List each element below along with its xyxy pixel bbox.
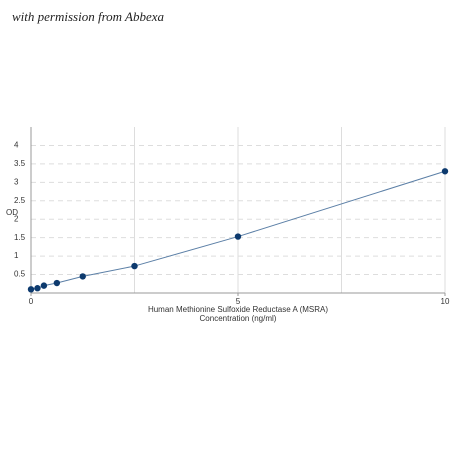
data-point	[27, 286, 35, 293]
x-tick-label: 0	[29, 297, 34, 306]
x-axis-label: Concentration (ng/ml)	[200, 314, 277, 323]
y-tick-label: 3.5	[14, 159, 26, 168]
data-point	[34, 285, 41, 292]
watermark: with permission from Abbexa	[12, 9, 165, 24]
data-point	[40, 282, 48, 289]
y-tick-label: 4	[14, 141, 19, 150]
y-tick-label: 3	[14, 177, 19, 186]
y-tick-label: 1.5	[14, 233, 26, 242]
y-axis-label: OD	[6, 208, 18, 217]
x-tick-label: 10	[441, 297, 450, 306]
y-tick-label: 2.5	[14, 196, 26, 205]
data-point	[131, 262, 138, 270]
data-point	[79, 273, 86, 280]
data-point	[53, 279, 61, 287]
data-point	[234, 233, 242, 240]
data-point	[441, 168, 449, 175]
x-tick-label: 5	[236, 297, 241, 306]
y-tick-label: 1	[14, 251, 19, 260]
y-tick-label: 2	[14, 214, 19, 223]
y-tick-label: 0.5	[14, 270, 26, 279]
x-axis-label: Human Methionine Sulfoxide Reductase A (…	[148, 305, 328, 314]
